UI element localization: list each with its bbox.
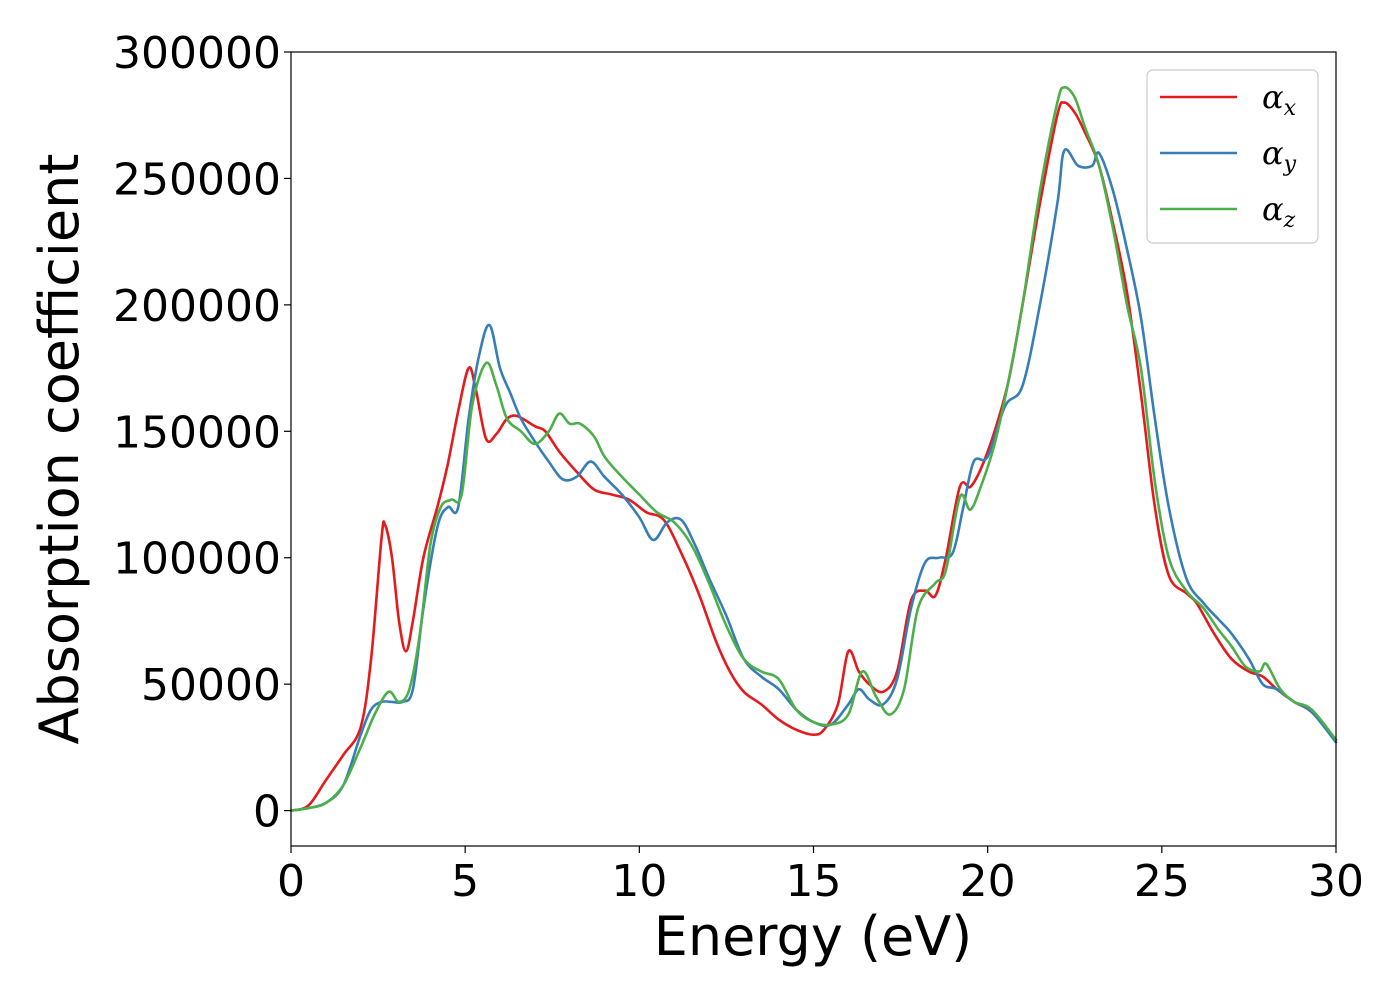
y-tick-label: 0 [253,787,281,838]
x-tick-label: 30 [1308,856,1364,907]
series-layer [289,86,1338,812]
y-tick-label: 150000 [113,407,281,458]
x-tick-label: 20 [960,856,1016,907]
x-tick-label: 10 [611,856,667,907]
y-axis-label: Absorption coefficient [28,154,91,745]
y-tick-label: 300000 [113,28,281,79]
series-line-z [289,86,1338,812]
y-tick-label: 100000 [113,534,281,585]
legend-box [1146,69,1319,244]
x-tick-label: 25 [1134,856,1190,907]
legend-label-y: αy [1262,134,1297,177]
legend-label-x: αx [1262,78,1297,121]
y-tick-label: 200000 [113,281,281,332]
x-tick-label: 5 [451,856,479,907]
y-tick-label: 250000 [113,154,281,205]
y-axis: 0 50000 100000 150000 200000 250000 300000 [113,28,291,838]
x-axis: 0 5 10 15 20 25 30 [277,846,1364,907]
x-axis-label: Energy (eV) [654,905,973,968]
y-tick-label: 50000 [141,660,281,711]
x-tick-label: 15 [786,856,842,907]
legend-label-z: αz [1262,190,1296,233]
x-tick-label: 0 [277,856,305,907]
legend: αx αy αz [1146,69,1319,244]
